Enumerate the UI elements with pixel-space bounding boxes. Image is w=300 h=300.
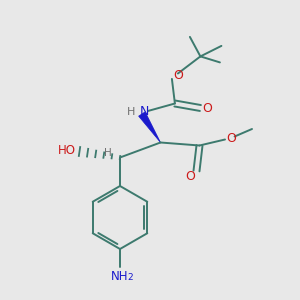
Text: HO: HO <box>58 143 76 157</box>
Text: O: O <box>202 101 212 115</box>
Polygon shape <box>139 112 160 142</box>
Text: O: O <box>174 69 183 82</box>
Text: N: N <box>140 105 150 118</box>
Text: NH: NH <box>111 270 128 283</box>
Text: O: O <box>185 170 195 183</box>
Text: O: O <box>227 132 236 146</box>
Text: H: H <box>103 148 111 158</box>
Text: 2: 2 <box>128 273 134 282</box>
Text: H: H <box>127 106 136 117</box>
